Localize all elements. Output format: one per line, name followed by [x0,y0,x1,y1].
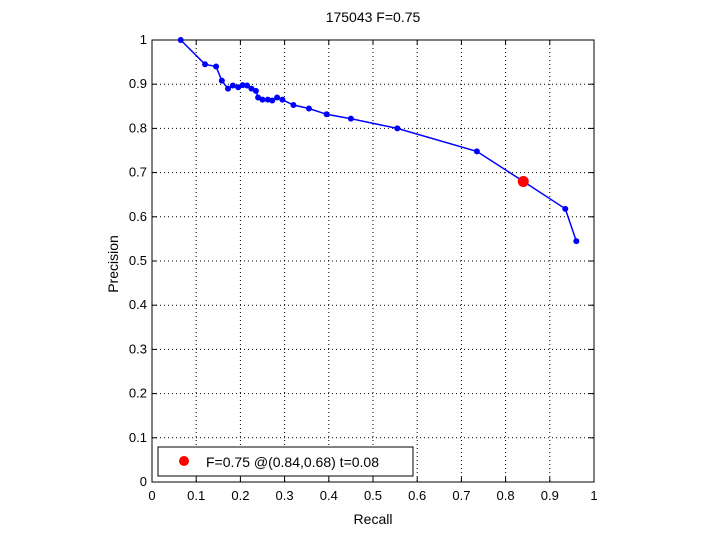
y-tick-label: 0.9 [129,76,147,91]
x-tick-label: 0.1 [187,488,205,503]
x-tick-label: 0.5 [364,488,382,503]
chart-title: 175043 F=0.75 [326,9,421,25]
y-tick-label: 0 [140,474,147,489]
x-tick-label: 0.2 [231,488,249,503]
highlight-layer [517,175,529,187]
x-tick-label: 0 [148,488,155,503]
x-tick-label: 0.4 [320,488,338,503]
y-tick-label: 0.7 [129,165,147,180]
data-point [202,61,209,68]
x-tick-label: 0.6 [408,488,426,503]
data-point [279,96,286,103]
data-point [177,37,184,43]
data-point [394,125,401,132]
legend-box [157,446,414,477]
data-point [259,96,266,103]
data-point [562,205,569,212]
data-point [290,101,297,108]
x-tick-labels: 0 0.1 0.2 0.3 0.4 0.5 0.6 0.7 0.8 0.9 1 [148,488,597,503]
x-tick-label: 0.9 [541,488,559,503]
data-point [235,84,242,91]
y-tick-label: 0.8 [129,120,147,135]
x-tick-label: 0.3 [276,488,294,503]
y-tick-label: 0.4 [129,297,147,312]
y-tick-label: 0.6 [129,209,147,224]
plot-area [151,37,595,483]
legend-label: F=0.75 @(0.84,0.68) t=0.08 [206,454,379,470]
x-tick-label: 1 [590,488,597,503]
best-f-point [517,175,529,187]
y-tick-label: 0.1 [129,430,147,445]
plot-frame [151,39,595,483]
x-tick-label: 0.8 [497,488,515,503]
y-tick-label: 0.3 [129,341,147,356]
x-tick-label: 0.7 [452,488,470,503]
data-point [323,111,330,118]
data-point [252,87,259,94]
data-point [347,115,354,122]
y-tick-label: 0.5 [129,253,147,268]
data-point [473,148,480,155]
legend-marker [179,456,189,466]
data-point [305,105,312,112]
data-point [239,82,246,89]
y-axis-label: Precision [105,235,121,293]
legend: F=0.75 @(0.84,0.68) t=0.08 [157,446,414,477]
data-point [269,97,276,104]
data-point [213,63,220,70]
data-point [244,82,251,89]
data-point [229,82,236,89]
y-tick-labels: 0 0.1 0.2 0.3 0.4 0.5 0.6 0.7 0.8 0.9 1 [129,32,147,489]
data-point [255,94,262,101]
x-axis-label: Recall [354,511,393,527]
grid-lines [152,40,594,482]
data-point [274,94,281,101]
data-point [218,77,225,84]
y-tick-label: 0.2 [129,386,147,401]
data-point [225,85,232,92]
y-tick-label: 1 [140,32,147,47]
data-point [573,238,580,245]
data-point [248,85,255,92]
